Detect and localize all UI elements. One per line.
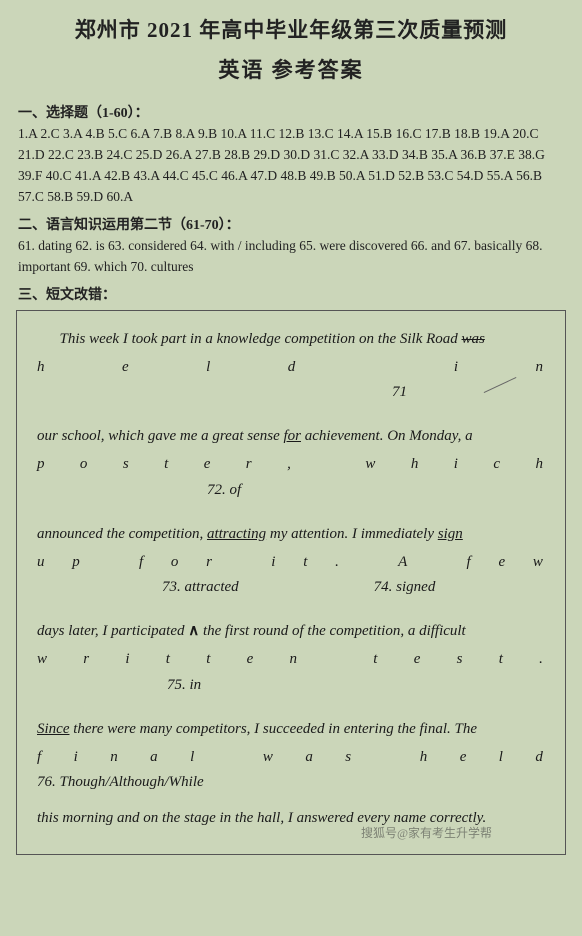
annotation-73-74: 73. attracted74. signed bbox=[37, 579, 545, 601]
text: our school, which gave me a great sense bbox=[37, 428, 283, 444]
section2-answers: 61. dating 62. is 63. considered 64. wit… bbox=[18, 236, 564, 278]
annotation-75: 75. in bbox=[37, 677, 545, 699]
essay-spread-4: written test. bbox=[37, 647, 545, 673]
text: announced the competition, bbox=[37, 526, 207, 542]
section3-heading: 三、短文改错： bbox=[18, 284, 564, 304]
section1-answers: 1.A 2.C 3.A 4.B 5.C 6.A 7.B 8.A 9.B 10.A… bbox=[18, 124, 564, 208]
watermark-text: 搜狐号@家有考生升学帮 bbox=[361, 824, 492, 841]
text: days later, I participated bbox=[37, 623, 188, 639]
essay-line-1: This week I took part in a knowledge com… bbox=[37, 327, 545, 351]
underline-attracting: attracting bbox=[207, 526, 266, 542]
text: there were many competitors, I succeeded… bbox=[69, 721, 477, 737]
annotation-76: 76. Though/Although/While bbox=[37, 774, 545, 796]
sub-title: 英语 参考答案 bbox=[18, 54, 564, 84]
text: This week I took part in a knowledge com… bbox=[60, 331, 458, 347]
underline-for: for bbox=[283, 428, 301, 444]
text: the first round of the competition, a di… bbox=[199, 623, 466, 639]
essay-line-4: days later, I participated ∧ the first r… bbox=[37, 619, 545, 643]
essay-spread-3: up for it. A few bbox=[37, 550, 545, 576]
underline-since: Since bbox=[37, 721, 69, 737]
underline-sign: sign bbox=[438, 526, 463, 542]
essay-line-3: announced the competition, attracting my… bbox=[37, 522, 545, 546]
annotation-71: 71 bbox=[37, 384, 545, 406]
essay-spread-5: final was held bbox=[37, 745, 545, 771]
essay-correction-box: This week I took part in a knowledge com… bbox=[16, 310, 566, 856]
annotation-72: 72. of bbox=[37, 482, 545, 504]
main-title: 郑州市 2021 年高中毕业年级第三次质量预测 bbox=[18, 14, 564, 44]
text: achievement. On Monday, a bbox=[301, 428, 473, 444]
essay-spread-1: held in bbox=[37, 355, 545, 381]
struck-word-was: was bbox=[462, 331, 485, 347]
section2-heading: 二、语言知识运用第二节（61-70）： bbox=[18, 214, 564, 234]
caret-insert: ∧ bbox=[188, 623, 199, 639]
essay-line-2: our school, which gave me a great sense … bbox=[37, 424, 545, 448]
essay-line-5: Since there were many competitors, I suc… bbox=[37, 717, 545, 741]
essay-spread-2: poster, which bbox=[37, 452, 545, 478]
section1-heading: 一、选择题（1-60）： bbox=[18, 102, 564, 122]
text: my attention. I immediately bbox=[266, 526, 438, 542]
